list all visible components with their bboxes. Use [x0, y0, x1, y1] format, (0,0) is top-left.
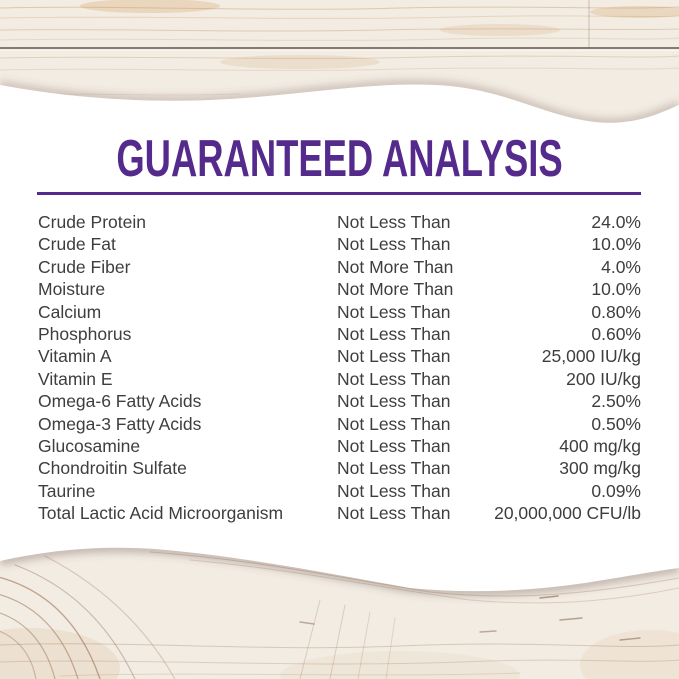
- qualifier: Not Less Than: [337, 480, 451, 501]
- qualifier: Not Less Than: [337, 413, 451, 434]
- qualifier: Not Less Than: [337, 346, 451, 367]
- analysis-row: Vitamin E Not Less Than 200 IU/kg: [38, 368, 641, 390]
- wood-top: [0, 0, 679, 96]
- analysis-table: Crude Protein Not Less Than 24.0% Crude …: [38, 211, 641, 524]
- qualifier: Not Less Than: [337, 212, 451, 232]
- value: 0.50%: [591, 413, 641, 434]
- value: 10.0%: [591, 234, 641, 255]
- analysis-row: Glucosamine Not Less Than 400 mg/kg: [38, 435, 641, 457]
- analysis-row: Chondroitin Sulfate Not Less Than 300 mg…: [38, 457, 641, 479]
- analysis-row: Calcium Not Less Than 0.80%: [38, 301, 641, 323]
- qualifier: Not Less Than: [337, 391, 451, 412]
- value: 24.0%: [591, 212, 641, 232]
- analysis-row: Omega-3 Fatty Acids Not Less Than 0.50%: [38, 413, 641, 435]
- nutrient-name: Crude Fiber: [38, 256, 131, 277]
- nutrient-name: Glucosamine: [38, 435, 141, 456]
- title-underline: [37, 192, 641, 195]
- qualifier: Not Less Than: [337, 234, 451, 255]
- analysis-row: Taurine Not Less Than 0.09%: [38, 480, 641, 502]
- value: 200 IU/kg: [566, 368, 641, 389]
- value: 20,000,000 CFU/lb: [494, 503, 641, 524]
- value: 4.0%: [601, 256, 641, 277]
- nutrient-name: Total Lactic Acid Microorganism: [38, 503, 284, 524]
- nutrient-name: Vitamin A: [38, 346, 112, 367]
- nutrient-name: Phosphorus: [38, 323, 132, 344]
- analysis-row: Total Lactic Acid Microorganism Not Less…: [38, 502, 641, 524]
- value: 0.09%: [591, 480, 641, 501]
- value: 10.0%: [591, 279, 641, 300]
- nutrient-name: Omega-3 Fatty Acids: [38, 413, 202, 434]
- label-panel: [0, 84, 679, 592]
- qualifier: Not More Than: [337, 256, 454, 277]
- nutrient-name: Crude Protein: [38, 212, 146, 232]
- qualifier: Not Less Than: [337, 323, 451, 344]
- analysis-row: Omega-6 Fatty Acids Not Less Than 2.50%: [38, 390, 641, 412]
- nutrient-name: Chondroitin Sulfate: [38, 458, 187, 479]
- analysis-row: Crude Fiber Not More Than 4.0%: [38, 256, 641, 278]
- qualifier: Not Less Than: [337, 503, 451, 524]
- analysis-row: Crude Fat Not Less Than 10.0%: [38, 233, 641, 255]
- value: 2.50%: [591, 391, 641, 412]
- analysis-row: Crude Protein Not Less Than 24.0%: [38, 211, 641, 233]
- value: 300 mg/kg: [559, 458, 641, 479]
- analysis-row: Vitamin A Not Less Than 25,000 IU/kg: [38, 345, 641, 367]
- value: 0.60%: [591, 323, 641, 344]
- nutrient-name: Calcium: [38, 301, 102, 322]
- analysis-row: Moisture Not More Than 10.0%: [38, 278, 641, 300]
- analysis-row: Phosphorus Not Less Than 0.60%: [38, 323, 641, 345]
- qualifier: Not Less Than: [337, 458, 451, 479]
- nutrient-name: Vitamin E: [38, 368, 113, 389]
- qualifier: Not Less Than: [337, 301, 451, 322]
- page-title: GUARANTEED ANALYSIS: [116, 130, 563, 188]
- nutrient-name: Moisture: [38, 279, 106, 300]
- value: 400 mg/kg: [559, 435, 641, 456]
- qualifier: Not Less Than: [337, 435, 451, 456]
- nutrient-name: Crude Fat: [38, 234, 116, 255]
- value: 25,000 IU/kg: [541, 346, 641, 367]
- qualifier: Not More Than: [337, 279, 454, 300]
- nutrient-name: Omega-6 Fatty Acids: [38, 391, 202, 412]
- qualifier: Not Less Than: [337, 368, 451, 389]
- value: 0.80%: [591, 301, 641, 322]
- nutrient-name: Taurine: [38, 480, 96, 501]
